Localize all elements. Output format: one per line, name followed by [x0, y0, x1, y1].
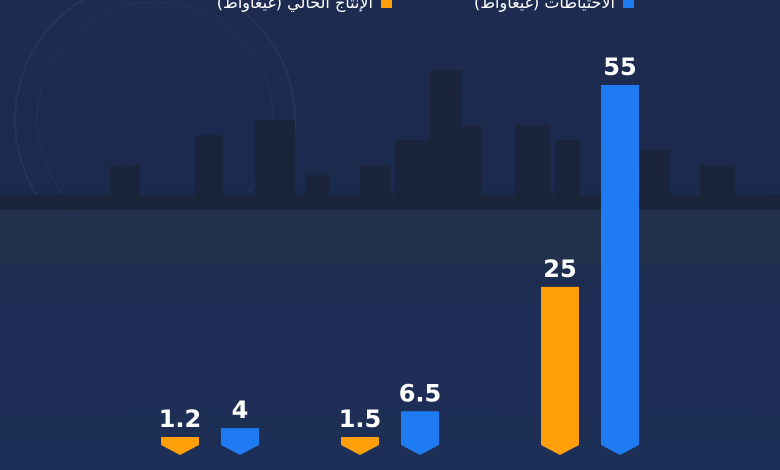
- bar-value-label-reserves-3: 55: [603, 53, 636, 81]
- bar-value-label-production-3: 25: [543, 255, 576, 283]
- bar-value-label-reserves-2: 6.5: [399, 379, 442, 407]
- legend-item-reserves: الاحتياطات (غيغاواط): [474, 0, 634, 12]
- bar-reserves-3: [601, 85, 639, 455]
- legend-swatch-orange: [381, 0, 392, 8]
- legend-swatch-blue: [623, 0, 634, 8]
- bar-value-label-reserves-1: 4: [232, 396, 249, 424]
- bar-production-1: [161, 437, 199, 455]
- bar-value-label-production-2: 1.5: [339, 405, 382, 433]
- bar-reserves-1: [221, 428, 259, 455]
- legend-label-production: الإنتاج الحالي (غيغاواط): [216, 0, 373, 12]
- bar-reserves-2: [401, 411, 439, 455]
- bar-production-2: [341, 437, 379, 455]
- bar-production-3: [541, 286, 579, 455]
- legend-label-reserves: الاحتياطات (غيغاواط): [474, 0, 615, 12]
- legend-item-production: الإنتاج الحالي (غيغاواط): [217, 0, 392, 12]
- bar-value-label-production-1: 1.2: [159, 405, 202, 433]
